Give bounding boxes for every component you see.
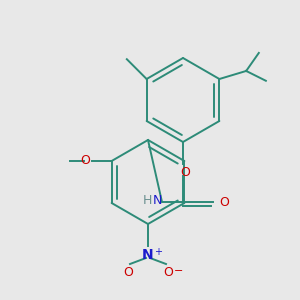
Text: H: H (142, 194, 152, 208)
Text: O: O (80, 154, 90, 166)
Text: O: O (219, 196, 229, 208)
Text: +: + (154, 247, 162, 257)
Text: O: O (180, 166, 190, 179)
Text: O: O (163, 266, 173, 279)
Text: N: N (153, 194, 162, 208)
Text: −: − (174, 266, 183, 276)
Text: N: N (142, 248, 154, 262)
Text: O: O (123, 266, 133, 279)
